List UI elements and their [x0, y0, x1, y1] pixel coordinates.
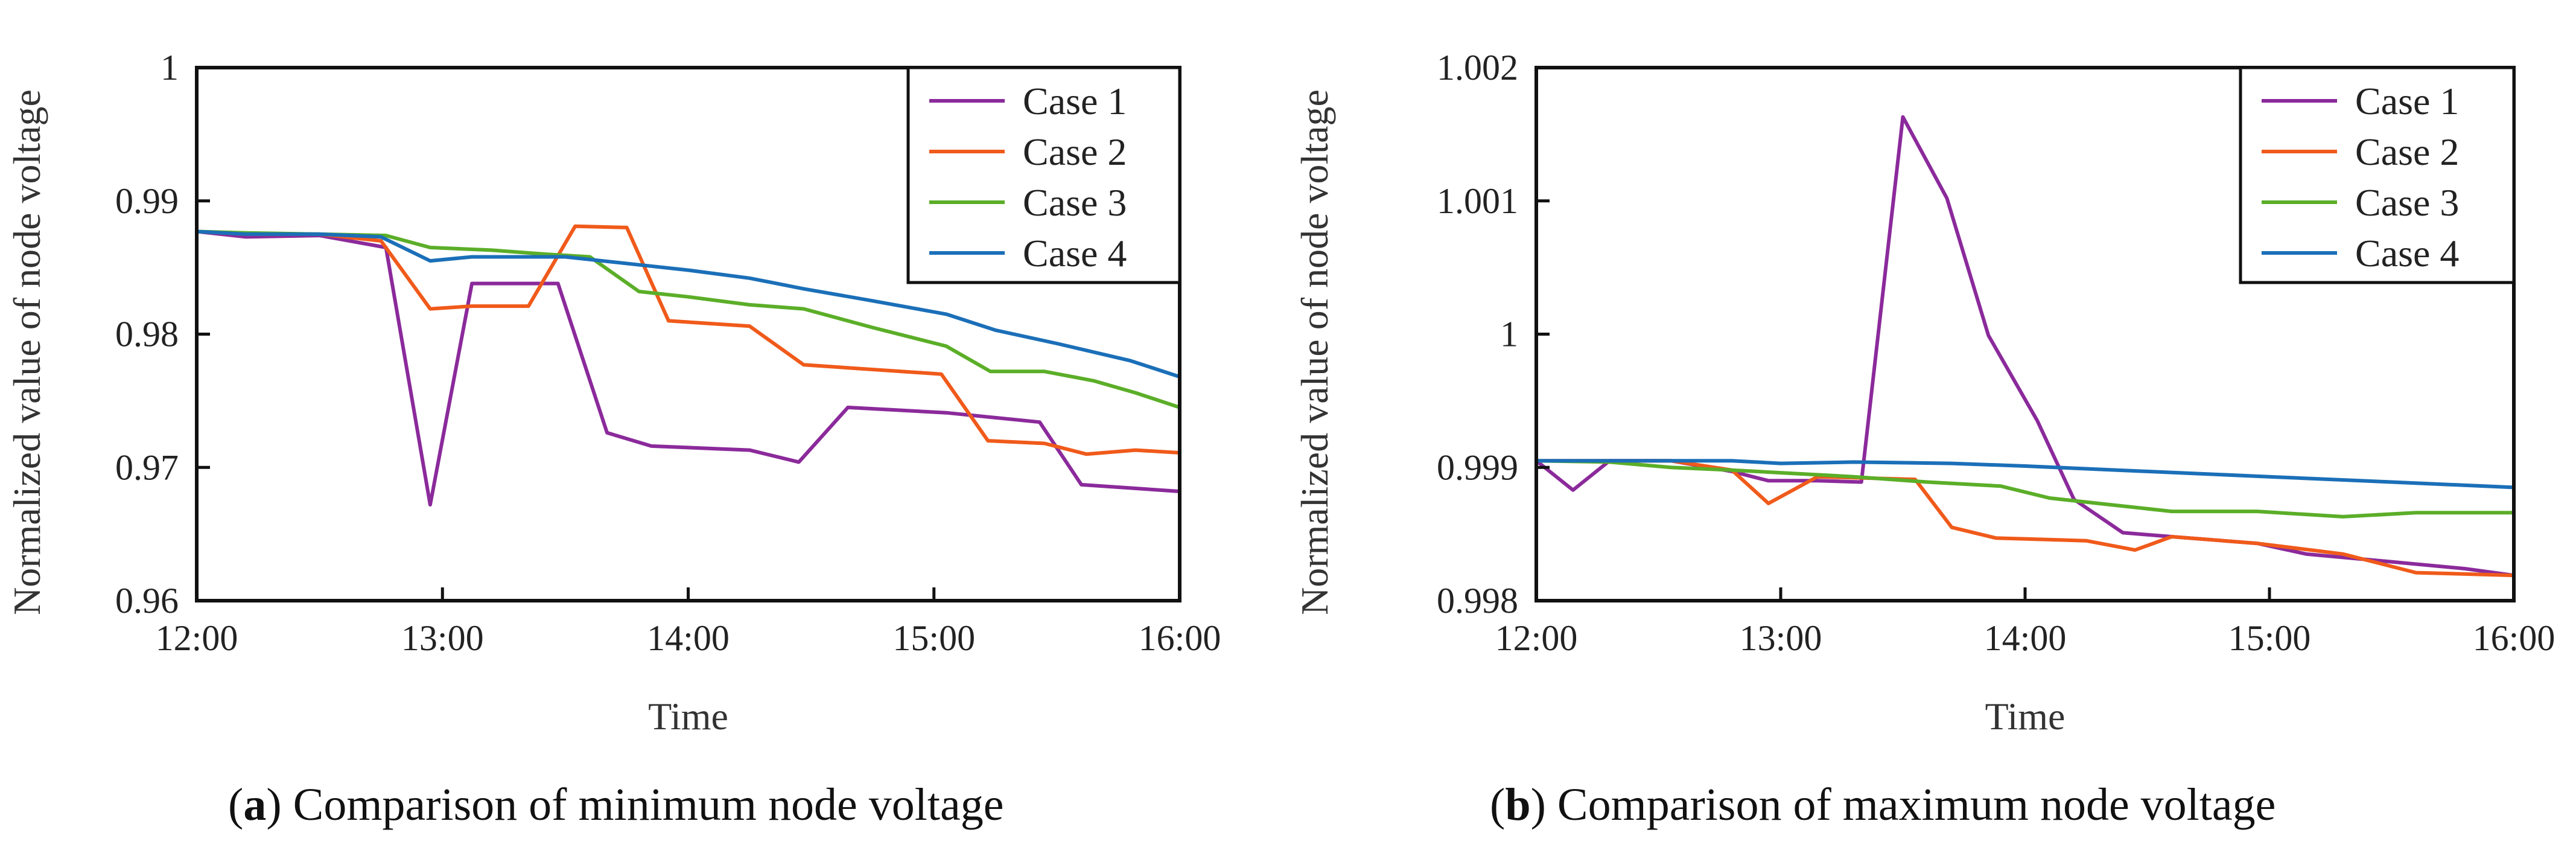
series-line-case-4 — [195, 229, 1181, 379]
series-line-case-2 — [195, 224, 1181, 456]
legend-label: Case 2 — [1023, 130, 1127, 173]
y-tick-label: 0.97 — [115, 447, 179, 487]
y-axis-label: Normalized value of node voltage — [1293, 89, 1336, 615]
x-tick-label: 12:00 — [156, 618, 238, 658]
y-tick-label: 0.96 — [115, 581, 179, 621]
legend-label: Case 3 — [1023, 181, 1127, 224]
legend-box — [2239, 66, 2516, 284]
x-tick-label: 13:00 — [1740, 618, 1822, 658]
legend: Case 1 Case 2 Case 3 Case 4 — [906, 66, 1181, 284]
x-tick-label: 13:00 — [401, 618, 484, 658]
legend-label: Case 1 — [2355, 80, 2459, 123]
legend-label: Case 4 — [2355, 232, 2459, 275]
legend: Case 1 Case 2 Case 3 Case 4 — [2239, 66, 2516, 284]
y-tick-label: 1 — [1500, 315, 1518, 354]
y-tick-label: 1.002 — [1437, 48, 1518, 88]
legend-label: Case 2 — [2355, 130, 2459, 173]
series-line-case-2 — [1534, 459, 2516, 578]
legend-box — [906, 66, 1181, 284]
series-line-case-4 — [1534, 459, 2516, 490]
y-tick-label: 0.999 — [1437, 447, 1518, 487]
y-tick-label: 1.001 — [1437, 181, 1518, 221]
y-tick-label: 0.99 — [115, 181, 179, 221]
legend-label: Case 1 — [1023, 80, 1127, 123]
y-tick-label: 0.998 — [1437, 581, 1518, 621]
y-tick-label: 0.98 — [115, 315, 179, 354]
series-line-case-3 — [1534, 459, 2516, 519]
x-tick-label: 16:00 — [2473, 618, 2555, 658]
x-tick-label: 14:00 — [1984, 618, 2067, 658]
legend-label: Case 4 — [1023, 232, 1127, 275]
y-axis-label: Normalized value of node voltage — [5, 89, 48, 615]
x-axis-label: Time — [1985, 695, 2066, 738]
chart-b: 12:00 13:00 14:00 15:00 16:00 0.998 0.999 1 1.00… — [1293, 48, 2555, 738]
x-tick-label: 14:00 — [647, 618, 730, 658]
x-tick-label: 16:00 — [1139, 618, 1221, 658]
caption-a: (a) Comparison of minimum node voltage — [228, 779, 1004, 830]
x-tick-label: 12:00 — [1495, 618, 1578, 658]
x-tick-label: 15:00 — [2228, 618, 2311, 658]
series-line-case-1 — [195, 229, 1181, 507]
x-axis-label: Time — [648, 695, 728, 738]
chart-a: 12:00 13:00 14:00 15:00 16:00 0.96 0.97 0.98 0.9… — [5, 48, 1221, 738]
y-tick-label: 1 — [161, 48, 179, 88]
caption-b: (b) Comparison of maximum node voltage — [1490, 779, 2276, 830]
series-line-case-3 — [195, 229, 1181, 409]
x-tick-label: 15:00 — [892, 618, 975, 658]
legend-label: Case 3 — [2355, 181, 2459, 224]
